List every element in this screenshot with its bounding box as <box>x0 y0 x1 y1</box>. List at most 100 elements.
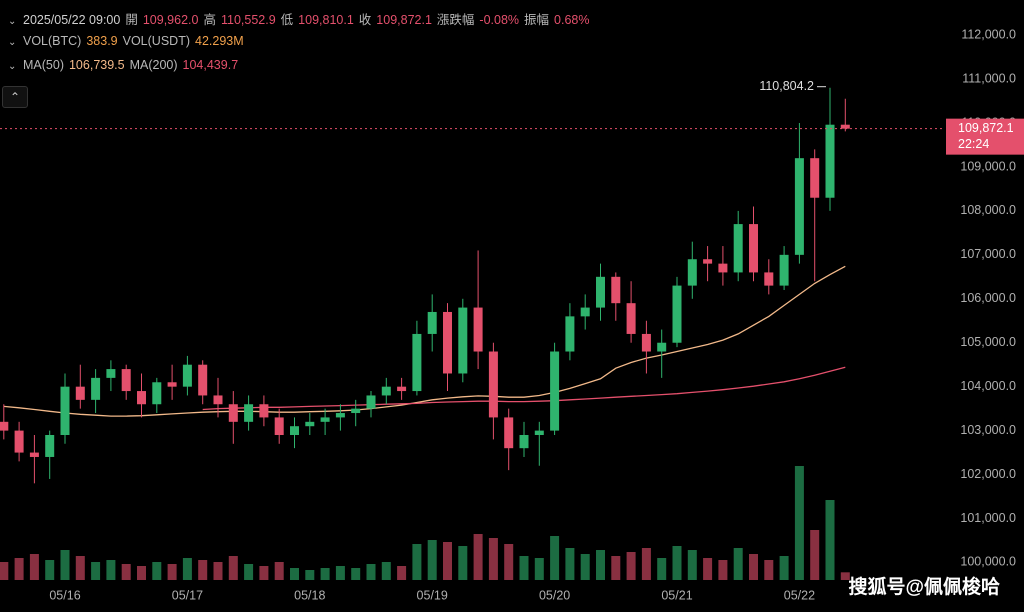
volume-bar <box>381 562 391 580</box>
volume-bar <box>611 556 621 580</box>
candle-body <box>519 435 529 449</box>
candle-body <box>91 377 101 400</box>
candle-body <box>703 259 713 264</box>
volume-bar <box>137 566 146 580</box>
legend-value: 106,739.5 <box>68 58 125 72</box>
volume-bar <box>810 530 820 580</box>
candle-body <box>733 224 743 273</box>
volume-bar <box>182 558 192 580</box>
candle-body <box>198 364 208 396</box>
field-value: -0.08% <box>479 13 520 27</box>
header-time: 2025/05/22 09:00 <box>23 13 121 27</box>
field-label: 收 <box>358 13 372 27</box>
volume-bar <box>60 550 70 580</box>
candle-body <box>228 404 238 422</box>
volume-bar <box>274 562 284 580</box>
candle-body <box>106 369 116 378</box>
volume-bar <box>121 564 131 580</box>
volume-bar <box>244 564 254 580</box>
volume-bar <box>779 556 789 580</box>
candle-body <box>182 364 192 387</box>
volume-bar <box>550 536 560 580</box>
chevron[interactable]: ⌄ <box>8 16 17 27</box>
volume-bar <box>366 564 376 580</box>
x-tick-label: 05/16 <box>49 588 80 602</box>
y-tick-label: 105,000.0 <box>960 335 1016 349</box>
candle-body <box>427 311 437 334</box>
field-label: 開 <box>125 13 138 27</box>
y-tick-label: 101,000.0 <box>960 511 1016 525</box>
volume-bar <box>412 544 422 580</box>
candle-body <box>121 369 131 392</box>
y-tick-label: 109,000.0 <box>960 159 1016 173</box>
candle-body <box>397 386 407 392</box>
field-value: 109,962.0 <box>142 13 199 27</box>
x-tick-label: 05/21 <box>661 588 692 602</box>
candle-body <box>749 224 758 273</box>
candle-body <box>335 413 345 418</box>
volume-bar <box>749 554 758 580</box>
candle-body <box>825 124 835 198</box>
volume-bar <box>443 542 452 580</box>
y-tick-label: 107,000.0 <box>960 247 1016 261</box>
candle-body <box>75 386 85 400</box>
legend-value: 104,439.7 <box>182 58 239 72</box>
x-tick-label: 05/19 <box>417 588 448 602</box>
price-tag-countdown: 22:24 <box>958 137 989 151</box>
volume-label: VOL(BTC) <box>23 34 82 48</box>
volume-bar <box>320 568 330 580</box>
candle-body <box>0 421 9 431</box>
price-tag-value: 109,872.1 <box>958 121 1014 135</box>
x-tick-label: 05/20 <box>539 588 570 602</box>
y-tick-label: 104,000.0 <box>960 379 1016 393</box>
volume-bar <box>840 572 850 580</box>
volume-bar <box>794 466 804 580</box>
volume-bar <box>228 556 238 580</box>
volume-bar <box>733 548 743 580</box>
volume-value: 42.293M <box>195 34 244 48</box>
volume-bar <box>91 562 101 580</box>
chevron[interactable]: ⌄ <box>8 61 17 72</box>
field-label: 低 <box>280 13 294 27</box>
candle-body <box>565 316 575 352</box>
volume-bar <box>488 538 498 580</box>
volume-bar <box>335 566 345 580</box>
candle-body <box>718 263 728 273</box>
candle-body <box>550 351 560 431</box>
candle-body <box>137 391 146 405</box>
volume-value: 383.9 <box>86 34 118 48</box>
candle-body <box>840 124 850 129</box>
field-value: 109,872.1 <box>376 13 432 27</box>
candle-body <box>320 417 330 422</box>
volume-bar <box>565 548 575 580</box>
volume-bar <box>703 558 713 580</box>
x-tick-label: 05/17 <box>172 588 203 602</box>
candle-body <box>60 386 70 435</box>
field-value: 0.68% <box>554 13 590 27</box>
volume-bar <box>458 546 468 580</box>
candle-body <box>504 417 514 449</box>
volume-bar <box>45 560 55 580</box>
volume-bar <box>29 554 39 580</box>
candle-body <box>611 276 621 304</box>
legend-label: MA(200) <box>129 58 178 72</box>
volume-bar <box>290 568 299 580</box>
volume-bar <box>259 566 269 580</box>
y-tick-label: 111,000.0 <box>962 71 1016 85</box>
volume-bar <box>75 556 85 580</box>
volume-bar <box>657 558 667 580</box>
volume-header: ⌄ VOL(BTC) 383.9 VOL(USDT) 42.293M <box>8 34 249 48</box>
candle-body <box>412 333 422 392</box>
volume-label: VOL(USDT) <box>122 34 190 48</box>
volume-bar <box>718 560 728 580</box>
volume-bar <box>580 554 590 580</box>
ma-line <box>3 265 846 417</box>
volume-bar <box>198 560 208 580</box>
collapse-button[interactable]: ⌃ <box>2 86 28 108</box>
volume-bar <box>152 562 162 580</box>
candle-body <box>443 311 452 374</box>
chevron[interactable]: ⌄ <box>8 37 17 48</box>
candle-body <box>381 386 391 396</box>
candle-body <box>580 307 590 317</box>
